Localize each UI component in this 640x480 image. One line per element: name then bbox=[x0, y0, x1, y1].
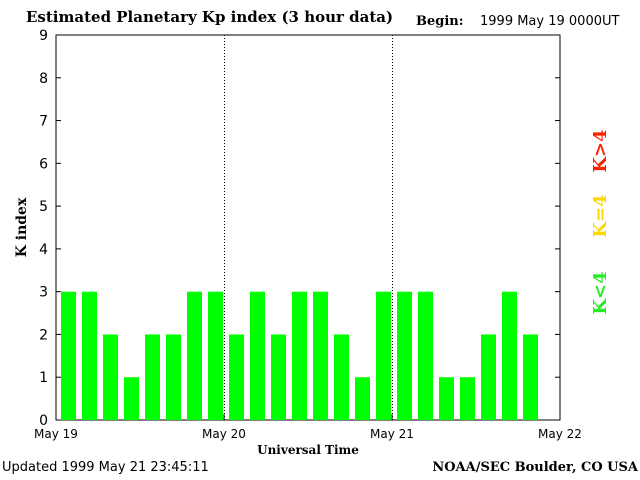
y-axis-label: K index bbox=[14, 197, 30, 257]
kp-bar bbox=[355, 377, 370, 420]
kp-bar bbox=[166, 334, 181, 420]
kp-bar bbox=[229, 334, 244, 420]
kp-bar bbox=[313, 291, 328, 420]
kp-bar bbox=[82, 291, 97, 420]
kp-bar bbox=[460, 377, 475, 420]
y-tick-label: 0 bbox=[39, 413, 48, 429]
x-tick-label: May 19 bbox=[34, 427, 78, 441]
y-tick-label: 5 bbox=[39, 199, 48, 215]
y-tick-label: 8 bbox=[39, 71, 48, 87]
y-tick-label: 6 bbox=[39, 156, 48, 172]
kp-bar bbox=[502, 291, 517, 420]
kp-bar bbox=[61, 291, 76, 420]
kp-bar bbox=[334, 334, 349, 420]
kp-bar bbox=[397, 291, 412, 420]
updated-timestamp: Updated 1999 May 21 23:45:11 bbox=[2, 460, 209, 475]
chart-title: Estimated Planetary Kp index (3 hour dat… bbox=[26, 8, 394, 26]
begin-label: Begin: bbox=[416, 14, 464, 29]
kp-bar bbox=[523, 334, 538, 420]
y-tick-label: 7 bbox=[39, 114, 48, 130]
kp-bar bbox=[271, 334, 286, 420]
plot-frame bbox=[55, 34, 561, 421]
kp-bar bbox=[439, 377, 454, 420]
kp-bar bbox=[250, 291, 265, 420]
legend-k-below-4: K<4 bbox=[590, 271, 611, 315]
x-tick-label: May 21 bbox=[370, 427, 414, 441]
y-tick-label: 2 bbox=[39, 327, 48, 343]
y-tick-label: 1 bbox=[39, 370, 48, 386]
kp-bar bbox=[103, 334, 118, 420]
kp-bar bbox=[187, 291, 202, 420]
kp-bar bbox=[376, 291, 391, 420]
source-credit: NOAA/SEC Boulder, CO USA bbox=[432, 460, 638, 475]
y-tick-label: 3 bbox=[39, 285, 48, 301]
kp-bar bbox=[418, 291, 433, 420]
kp-bar bbox=[145, 334, 160, 420]
kp-bar bbox=[481, 334, 496, 420]
x-axis-label: Universal Time bbox=[257, 443, 359, 457]
y-tick-label: 9 bbox=[39, 28, 48, 44]
kp-bar bbox=[292, 291, 307, 420]
x-tick-label: May 20 bbox=[202, 427, 246, 441]
legend-k-equal-4: K=4 bbox=[590, 194, 611, 238]
kp-bar bbox=[124, 377, 139, 420]
kp-bar bbox=[208, 291, 223, 420]
begin-value: 1999 May 19 0000UT bbox=[480, 14, 620, 29]
y-tick-label: 4 bbox=[39, 242, 48, 258]
x-tick-label: May 22 bbox=[538, 427, 582, 441]
